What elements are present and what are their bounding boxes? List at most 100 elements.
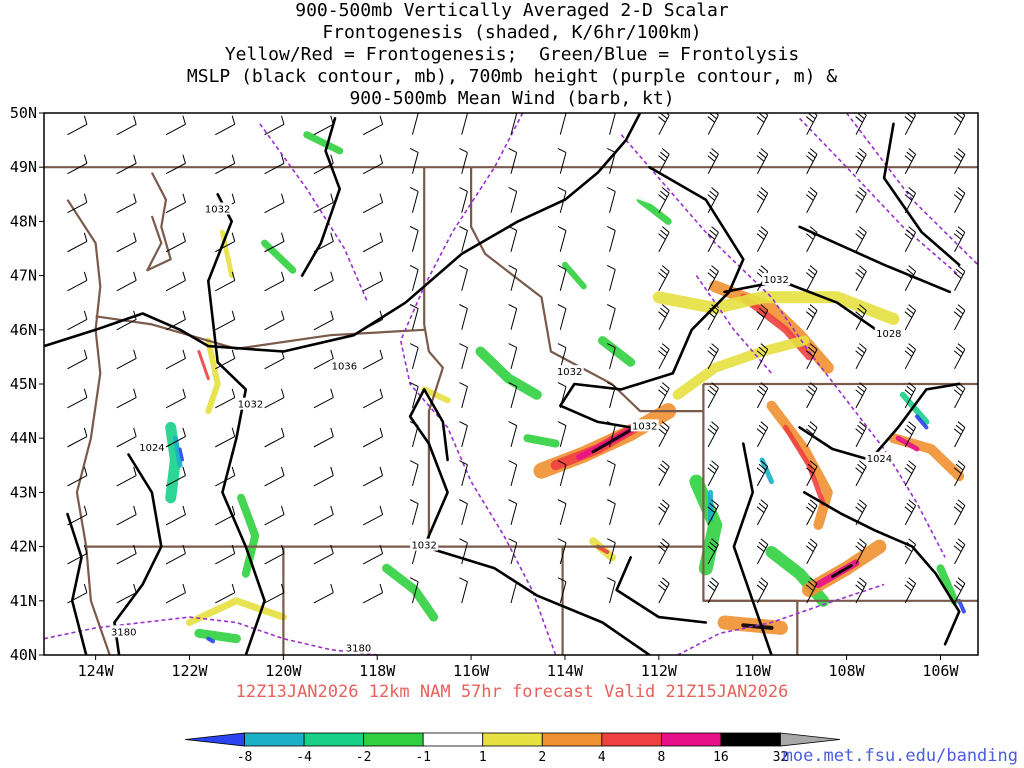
contour-label-bg	[555, 365, 584, 378]
contour-label: 1024	[867, 454, 892, 465]
wind-barb	[67, 544, 88, 565]
wind-barb-flag	[711, 226, 719, 233]
contour-label-bg	[203, 202, 232, 215]
wind-barb-shaft	[362, 240, 383, 253]
wind-barb-flag	[658, 155, 666, 162]
colorbar-label: 4	[598, 750, 606, 765]
wind-barb-flag	[758, 385, 767, 393]
wind-barb	[658, 265, 670, 292]
wind-barb-flag	[709, 190, 717, 198]
wind-barb-flag	[606, 382, 616, 388]
wind-barb-flag	[660, 463, 668, 471]
wind-barb-flag	[658, 467, 666, 474]
wind-barb-flag	[855, 155, 863, 162]
shading-band	[672, 335, 810, 400]
wind-barb	[606, 265, 616, 291]
wind-barb	[806, 499, 818, 526]
wind-barb-flag	[756, 233, 765, 240]
wind-barb	[116, 544, 137, 565]
wind-barb-flag	[709, 463, 717, 471]
wind-barb-flag	[908, 577, 916, 584]
wind-barb-flag	[760, 577, 769, 584]
wind-barb-flag	[182, 544, 186, 554]
wind-barb	[459, 304, 468, 330]
wind-barb	[67, 271, 88, 292]
wind-barb-flag	[661, 148, 670, 155]
wind-barb-flag	[961, 113, 966, 116]
wind-barb	[67, 349, 88, 370]
wind-barb-flag	[606, 499, 616, 505]
wind-barb	[707, 148, 719, 174]
wind-barb-shaft	[313, 280, 334, 292]
wind-barb-flag	[709, 502, 717, 510]
wind-barb-shaft	[67, 280, 88, 292]
wind-barb-flag	[133, 544, 137, 554]
shading-band	[523, 434, 560, 448]
wind-barb-flag	[857, 385, 865, 393]
colorbar-label: -8	[237, 750, 253, 765]
wind-barb-shaft	[264, 280, 285, 292]
wind-barb-flag	[459, 499, 468, 505]
wind-barb	[313, 466, 334, 487]
wind-barb	[67, 466, 88, 487]
wind-barb	[953, 382, 966, 409]
wind-barb-shaft	[510, 347, 518, 369]
wind-barb-flag	[231, 466, 236, 476]
wind-barb-flag	[606, 147, 616, 153]
wind-barb-shaft	[559, 113, 567, 135]
mslp-contour	[559, 165, 745, 429]
lat-label: 44N	[10, 429, 37, 447]
wind-barb	[806, 382, 818, 409]
wind-barb	[116, 154, 137, 175]
wind-barb	[904, 421, 917, 448]
wind-barb	[67, 232, 88, 253]
shading-band	[741, 623, 774, 630]
wind-barb-shaft	[215, 240, 235, 253]
wind-barb-flag	[711, 499, 719, 506]
wind-barb	[855, 382, 867, 409]
wind-barb-flag	[709, 229, 717, 237]
wind-barb	[658, 538, 670, 565]
wind-barb-flag	[859, 421, 867, 428]
wind-barb-flag	[955, 346, 964, 354]
wind-barb-shaft	[165, 514, 186, 526]
wind-barb	[658, 577, 670, 604]
border-line	[146, 172, 172, 272]
wind-barb-flag	[660, 151, 668, 159]
wind-barb-flag	[758, 190, 767, 198]
wind-barb-shaft	[215, 358, 235, 370]
wind-barb-shaft	[116, 553, 137, 565]
wind-barb-flag	[957, 265, 966, 272]
wind-barb	[557, 265, 567, 291]
wind-barb	[165, 232, 186, 253]
wind-barb-flag	[231, 271, 236, 281]
contour-label: 3180	[111, 627, 136, 638]
colorbar-label: 32	[773, 750, 789, 765]
wind-barb-flag	[758, 424, 767, 432]
wind-barb-flag	[182, 427, 186, 437]
wind-barb	[313, 544, 334, 565]
wind-barb	[953, 499, 966, 526]
wind-barb-flag	[760, 148, 769, 155]
wind-barb-flag	[231, 232, 236, 242]
contour-label-bg	[330, 359, 359, 372]
shading-band	[172, 435, 183, 468]
wind-barb	[756, 226, 769, 252]
wind-barb-shaft	[215, 592, 235, 604]
wind-barb-flag	[330, 466, 334, 476]
wind-barb	[806, 304, 818, 331]
wind-barb	[855, 113, 867, 135]
wind-barb	[313, 349, 334, 370]
wind-barb-shaft	[264, 201, 285, 214]
source-url[interactable]: moe.met.fsu.edu/banding	[782, 746, 1018, 766]
wind-barb-flag	[953, 389, 962, 396]
wind-barb-flag	[904, 545, 913, 552]
wind-barb-flag	[908, 265, 916, 272]
title-line-4: MSLP (black contour, mb), 700mb height (…	[186, 66, 838, 87]
wind-barb-shaft	[362, 436, 383, 448]
wind-barb-flag	[807, 151, 816, 159]
wind-barb-flag	[508, 186, 517, 192]
wind-barb-flag	[707, 428, 716, 435]
wind-barb-flag	[379, 544, 384, 554]
wind-barb-shaft	[559, 308, 567, 330]
